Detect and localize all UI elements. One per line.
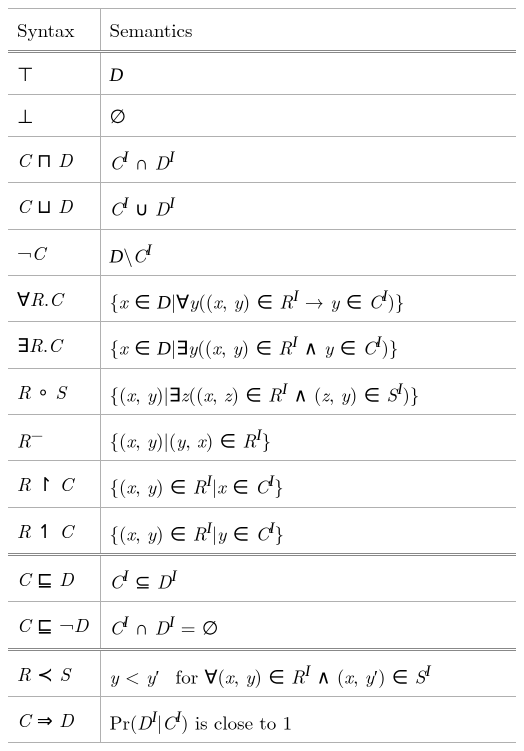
semantics-cell: D\CI bbox=[100, 229, 516, 275]
semantics-cell: {(x, y) ∈ RI|x ∈ CI} bbox=[100, 461, 516, 507]
semantics-cell: CI ∩ DI = ∅ bbox=[100, 602, 516, 649]
syntax-cell: ∃R.C bbox=[8, 322, 100, 368]
syntax-cell: ⊤ bbox=[8, 52, 100, 95]
table-header-row: Syntax Semantics bbox=[8, 9, 516, 52]
syntax-cell: R ↿ C bbox=[8, 507, 100, 554]
semantics-cell: {(x, y)|(y, x) ∈ RI} bbox=[100, 414, 516, 460]
table-row: R ↿ C{(x, y) ∈ RI|y ∈ CI} bbox=[8, 507, 516, 554]
table-row: R ↾ C{(x, y) ∈ RI|x ∈ CI} bbox=[8, 461, 516, 507]
dl-semantics-table: Syntax Semantics ⊤D⊥∅C ⊓ DCI ∩ DIC ⊔ DCI… bbox=[8, 8, 516, 743]
syntax-cell: R− bbox=[8, 414, 100, 460]
table-row: R ≺ Sy < y′ for ∀(x, y) ∈ RI ∧ (x, y′) ∈… bbox=[8, 649, 516, 696]
semantics-cell: CI ∪ DI bbox=[100, 183, 516, 229]
table-row: ⊥∅ bbox=[8, 95, 516, 137]
table-row: R ∘ S{(x, y)|∃z((x, z) ∈ RI ∧ (z, y) ∈ S… bbox=[8, 368, 516, 414]
table-row: C ⊑ DCI ⊆ DI bbox=[8, 554, 516, 601]
semantics-cell: y < y′ for ∀(x, y) ∈ RI ∧ (x, y′) ∈ SI bbox=[100, 649, 516, 696]
table-row: C ⇒ DPr(DI|CI) is close to 1 bbox=[8, 696, 516, 742]
syntax-cell: R ↾ C bbox=[8, 461, 100, 507]
syntax-cell: C ⇒ D bbox=[8, 696, 100, 742]
syntax-cell: ∀R.C bbox=[8, 275, 100, 321]
table-row: ¬CD\CI bbox=[8, 229, 516, 275]
syntax-cell: C ⊔ D bbox=[8, 183, 100, 229]
semantics-cell: CI ∩ DI bbox=[100, 137, 516, 183]
semantics-cell: {x ∈ D|∀y((x, y) ∈ RI → y ∈ CI)} bbox=[100, 275, 516, 321]
table-row: C ⊔ DCI ∪ DI bbox=[8, 183, 516, 229]
syntax-cell: R ∘ S bbox=[8, 368, 100, 414]
table-row: ⊤D bbox=[8, 52, 516, 95]
table-row: C ⊓ DCI ∩ DI bbox=[8, 137, 516, 183]
semantics-cell: CI ⊆ DI bbox=[100, 554, 516, 601]
syntax-cell: ¬C bbox=[8, 229, 100, 275]
header-syntax: Syntax bbox=[8, 9, 100, 52]
syntax-cell: R ≺ S bbox=[8, 649, 100, 696]
semantics-cell: ∅ bbox=[100, 95, 516, 137]
semantics-cell: Pr(DI|CI) is close to 1 bbox=[100, 696, 516, 742]
semantics-cell: {(x, y)|∃z((x, z) ∈ RI ∧ (z, y) ∈ SI)} bbox=[100, 368, 516, 414]
semantics-cell: {x ∈ D|∃y((x, y) ∈ RI ∧ y ∈ CI)} bbox=[100, 322, 516, 368]
header-semantics: Semantics bbox=[100, 9, 516, 52]
table-row: C ⊑ ¬DCI ∩ DI = ∅ bbox=[8, 602, 516, 649]
table-row: ∃R.C{x ∈ D|∃y((x, y) ∈ RI ∧ y ∈ CI)} bbox=[8, 322, 516, 368]
syntax-cell: C ⊑ D bbox=[8, 554, 100, 601]
syntax-cell: C ⊑ ¬D bbox=[8, 602, 100, 649]
semantics-cell: {(x, y) ∈ RI|y ∈ CI} bbox=[100, 507, 516, 554]
syntax-cell: C ⊓ D bbox=[8, 137, 100, 183]
table-row: R−{(x, y)|(y, x) ∈ RI} bbox=[8, 414, 516, 460]
semantics-cell: D bbox=[100, 52, 516, 95]
table-row: ∀R.C{x ∈ D|∀y((x, y) ∈ RI → y ∈ CI)} bbox=[8, 275, 516, 321]
syntax-cell: ⊥ bbox=[8, 95, 100, 137]
